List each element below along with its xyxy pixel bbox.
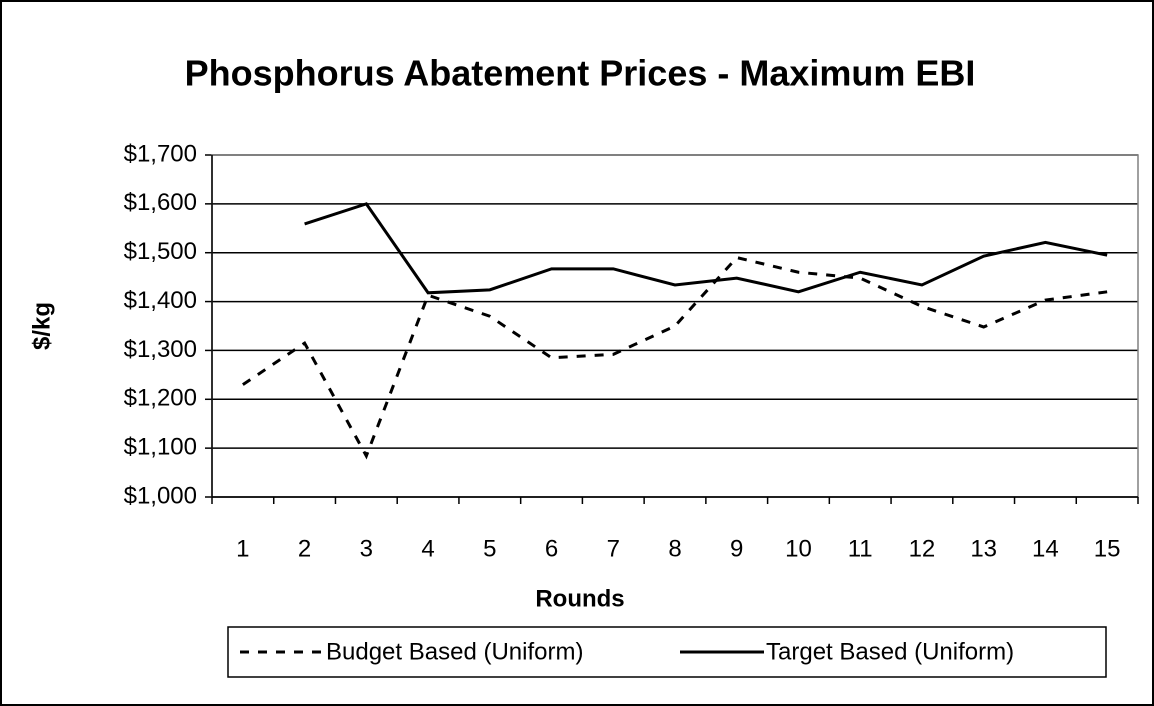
y-tick-label: $1,300 <box>124 336 197 363</box>
x-tick-label: 8 <box>668 535 681 562</box>
y-tick-label: $1,100 <box>124 433 197 460</box>
y-tick-label: $1,500 <box>124 238 197 265</box>
chart-title: Phosphorus Abatement Prices - Maximum EB… <box>185 53 976 94</box>
x-tick-label: 6 <box>545 535 558 562</box>
y-axis-label: $/kg <box>28 302 55 350</box>
y-tick-label: $1,200 <box>124 385 197 412</box>
series-line <box>304 202 1108 295</box>
x-tick-label: 2 <box>298 535 311 562</box>
x-tick-label: 9 <box>730 535 743 562</box>
x-tick-label: 11 <box>848 535 873 562</box>
x-tick-label: 5 <box>483 535 496 562</box>
x-tick-label: 15 <box>1094 535 1121 562</box>
x-tick-label: 7 <box>607 535 620 562</box>
series-line <box>242 255 1108 460</box>
legend-label: Budget Based (Uniform) <box>326 638 583 665</box>
x-axis-label: Rounds <box>535 585 624 612</box>
legend-box <box>227 626 1107 678</box>
y-tick-label: $1,700 <box>124 140 197 167</box>
x-tick-label: 12 <box>909 535 936 562</box>
legend-label: Target Based (Uniform) <box>766 638 1014 665</box>
x-tick-label: 1 <box>236 535 249 562</box>
x-tick-label: 14 <box>1032 535 1059 562</box>
y-tick-label: $1,400 <box>124 287 197 314</box>
x-tick-label: 10 <box>785 535 812 562</box>
x-tick-label: 4 <box>421 535 434 562</box>
x-tick-label: 13 <box>970 535 997 562</box>
y-tick-label: $1,000 <box>124 482 197 509</box>
y-tick-label: $1,600 <box>124 189 197 216</box>
x-tick-label: 3 <box>360 535 373 562</box>
